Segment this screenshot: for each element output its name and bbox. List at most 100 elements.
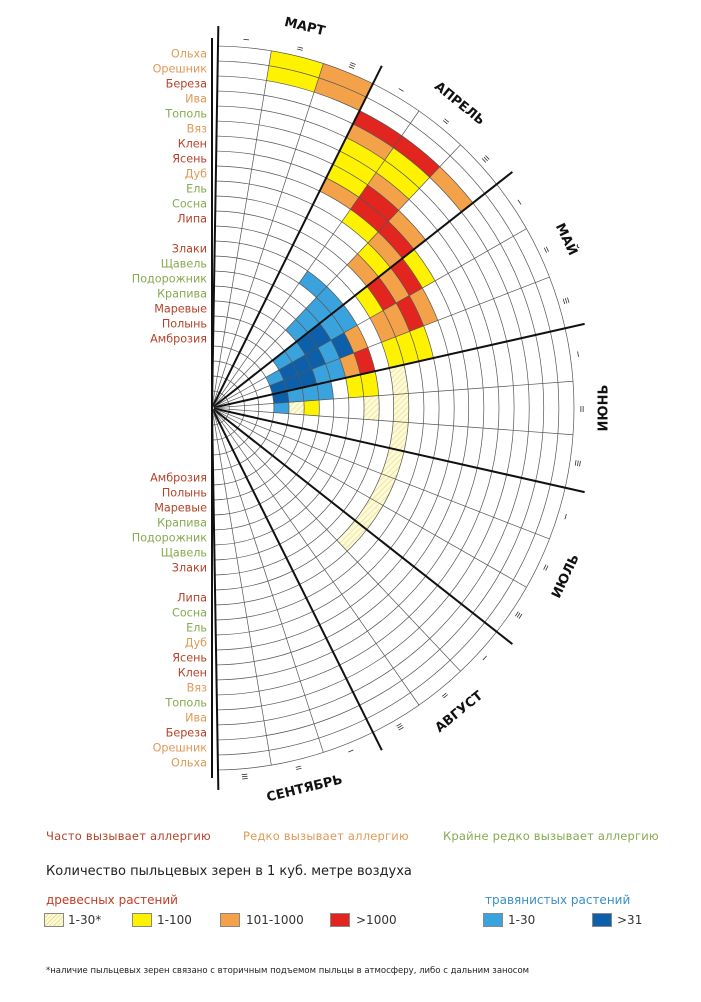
tree-cell-Липа-11 [393,393,409,423]
lower-plant-label: Тополь [164,697,207,710]
lower-plant-label: Вяз [187,682,207,695]
grass-cell-Злаки-6 [316,286,344,315]
upper-plant-label: Маревые [154,303,207,316]
tree-cell-Клен-4 [326,164,368,198]
decade-mark: III [480,153,491,164]
ring-arc [213,300,320,516]
tree-cell-Липа-16 [336,520,367,552]
swatch-tree-gt-1000 [330,913,350,927]
tree-cell-Ель-7 [378,267,410,304]
lower-plant-label: Крапива [157,517,207,530]
grass-cell-Маревые-7 [284,341,305,363]
ring-arc [212,360,260,456]
decade-mark: II [580,404,584,413]
decade-mark: II [542,244,550,254]
swatch-tree-gt-1000-label: >1000 [356,913,397,927]
upper-plant-label: Орешник [153,63,208,76]
tree-cell-Орешник-3 [314,77,367,111]
upper-plant-label: Дуб [185,168,207,181]
upper-plant-label: Полынь [162,318,207,331]
decade-mark: II [542,562,550,572]
grass-cell-Крапива-10 [316,381,334,401]
upper-plant-label: Ольха [171,48,207,61]
decade-mark: I [516,198,523,207]
month-divider [211,409,220,790]
tree-cell-Злаки-10 [360,371,379,397]
tree-cell-Липа-15 [355,498,384,530]
grass-cell-Злаки-5 [298,270,327,298]
ring-arc [217,75,545,741]
decade-divider [212,409,324,753]
decade-divider [213,407,574,436]
lower-plant-label: Подорожник [132,532,207,545]
decade-mark: I [397,87,406,93]
upper-plant-label: Ива [185,93,207,106]
lower-plant-label: Ольха [171,757,207,770]
upper-plant-label: Сосна [172,198,207,211]
ring-arc [214,255,365,561]
month-label: АПРЕЛЬ [431,79,487,129]
month-divider [213,407,585,494]
cells-group [265,50,474,552]
lower-plant-label: Орешник [153,742,208,755]
lower-plant-label: Амброзия [150,472,207,485]
upper-plant-label: Береза [166,78,207,91]
upper-plant-label: Крапива [157,288,207,301]
upper-plant-label: Вяз [187,123,207,136]
decade-mark: III [562,295,571,306]
ring-arc [213,315,305,501]
month-divider [211,65,383,407]
grass-cell-Подорожник-6 [295,308,320,333]
ring-arc [217,60,560,756]
decade-mark: III [574,458,582,468]
grass-cell-Полынь-10 [287,387,304,403]
ring-arc [216,120,500,696]
tree-cell-Ясень-5 [350,197,389,233]
lower-plant-label: Липа [177,592,207,605]
grass-cell-Щавель-7 [319,314,345,341]
lower-plant-label: Ель [186,622,207,635]
lower-plant-label: Ясень [172,652,207,665]
tree-cell-Маревые-11 [303,400,320,416]
decade-mark: III [240,773,250,780]
decade-divider [213,408,527,588]
tree-cell-Липа-10 [389,364,409,395]
upper-plant-label: Подорожник [132,273,207,286]
decade-divider [213,228,527,408]
decade-divider [212,110,420,407]
decade-mark: III [513,609,524,620]
lower-plant-label: Дуб [185,637,207,650]
tree-cell-Ольха-3 [318,63,373,98]
decade-divider [213,409,461,672]
ring-arc [215,210,410,606]
decade-divider [212,63,324,407]
grass-cell-Маревые-10 [301,384,319,402]
decade-mark: III [347,61,358,71]
tree-cell-Орешник-2 [266,65,319,93]
tree-cell-Дуб-7 [390,258,423,296]
tree-cell-Щавель-10 [345,374,364,398]
decade-mark: II [440,691,450,700]
tree-cell-Ива-4 [346,124,394,161]
tree-cell-Сосна-9 [395,331,419,365]
grid-group [211,26,585,790]
tree-cell-Сосна-6 [347,253,379,287]
grass-cell-Маревые-9 [297,369,317,388]
decade-divider [212,409,420,706]
tree-cell-Ива-5 [384,147,430,189]
tree-cell-Дуб-8 [409,288,438,326]
tree-cell-Ясень-4 [319,177,359,210]
swatch-tree-101-1000 [220,913,240,927]
ring-arc [213,345,275,471]
lower-plant-label: Злаки [172,562,207,575]
upper-plant-label: Липа [177,213,207,226]
tree-cell-Липа-7 [355,286,384,318]
tree-cell-Ольха-2 [268,50,324,78]
tree-cell-Береза-4 [352,110,402,148]
grass-cell-Полынь-8 [278,362,298,381]
grass-cell-Подорожник-7 [307,323,332,348]
grass-cell-Щавель-8 [331,332,354,359]
swatch-tree-1-100-label: 1-100 [157,913,192,927]
tree-cell-Береза-5 [393,135,440,178]
ring-arc [215,180,440,636]
